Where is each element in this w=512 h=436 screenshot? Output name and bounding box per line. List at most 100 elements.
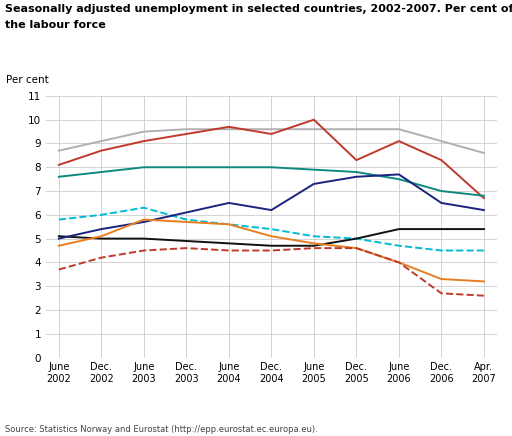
United Kingdom xyxy=(438,226,444,232)
Denmark xyxy=(311,241,317,246)
Germany xyxy=(141,139,147,144)
France xyxy=(98,139,104,144)
Norway xyxy=(226,248,232,253)
Norway xyxy=(311,245,317,251)
Sweden xyxy=(183,210,189,215)
EU15 xyxy=(481,193,487,198)
United Kingdom xyxy=(481,226,487,232)
United Kingdom xyxy=(268,243,274,249)
Line: Sweden: Sweden xyxy=(59,174,484,238)
EU15 xyxy=(438,188,444,194)
Sweden xyxy=(98,226,104,232)
EU15 xyxy=(56,174,62,179)
EU15 xyxy=(311,167,317,172)
United Kingdom xyxy=(226,241,232,246)
Germany xyxy=(481,196,487,201)
Denmark xyxy=(481,279,487,284)
Denmark xyxy=(183,219,189,225)
United Kingdom xyxy=(353,236,359,241)
Denmark xyxy=(353,245,359,251)
United Kingdom xyxy=(311,243,317,249)
USA xyxy=(311,234,317,239)
Denmark xyxy=(438,276,444,282)
USA xyxy=(183,217,189,222)
Germany xyxy=(311,117,317,123)
Text: Source: Statistics Norway and Eurostat (http://epp.eurostat.ec.europa.eu).: Source: Statistics Norway and Eurostat (… xyxy=(5,425,318,434)
Germany xyxy=(183,131,189,136)
Germany xyxy=(396,139,402,144)
Norway xyxy=(268,248,274,253)
Norway xyxy=(353,245,359,251)
France xyxy=(268,126,274,132)
United Kingdom xyxy=(141,236,147,241)
France xyxy=(353,126,359,132)
EU15 xyxy=(226,165,232,170)
Text: Seasonally adjusted unemployment in selected countries, 2002-2007. Per cent of: Seasonally adjusted unemployment in sele… xyxy=(5,4,512,14)
Germany xyxy=(353,157,359,163)
EU15 xyxy=(98,170,104,175)
Sweden xyxy=(141,219,147,225)
Line: USA: USA xyxy=(59,208,484,251)
USA xyxy=(481,248,487,253)
Norway xyxy=(56,267,62,272)
Sweden xyxy=(226,200,232,205)
EU15 xyxy=(268,165,274,170)
Norway xyxy=(183,245,189,251)
France xyxy=(56,148,62,153)
France xyxy=(141,129,147,134)
USA xyxy=(56,217,62,222)
Germany xyxy=(98,148,104,153)
USA xyxy=(141,205,147,210)
Norway xyxy=(396,260,402,265)
Text: the labour force: the labour force xyxy=(5,20,106,30)
France xyxy=(183,126,189,132)
France xyxy=(226,126,232,132)
Denmark xyxy=(226,222,232,227)
France xyxy=(481,150,487,156)
Norway xyxy=(481,293,487,298)
EU15 xyxy=(353,170,359,175)
Denmark xyxy=(268,234,274,239)
France xyxy=(438,139,444,144)
Denmark xyxy=(98,234,104,239)
EU15 xyxy=(141,165,147,170)
Line: Norway: Norway xyxy=(59,248,484,296)
USA xyxy=(396,243,402,249)
Sweden xyxy=(396,172,402,177)
Line: EU15: EU15 xyxy=(59,167,484,196)
Sweden xyxy=(268,208,274,213)
USA xyxy=(226,222,232,227)
Germany xyxy=(268,131,274,136)
USA xyxy=(268,226,274,232)
Line: Denmark: Denmark xyxy=(59,220,484,281)
Norway xyxy=(98,255,104,260)
United Kingdom xyxy=(396,226,402,232)
Denmark xyxy=(141,217,147,222)
EU15 xyxy=(396,177,402,182)
Norway xyxy=(438,291,444,296)
Text: Per cent: Per cent xyxy=(6,75,48,85)
USA xyxy=(353,236,359,241)
France xyxy=(396,126,402,132)
Norway xyxy=(141,248,147,253)
Sweden xyxy=(311,181,317,187)
Denmark xyxy=(396,260,402,265)
Germany xyxy=(56,162,62,167)
Denmark xyxy=(56,243,62,249)
United Kingdom xyxy=(183,238,189,244)
Line: Germany: Germany xyxy=(59,120,484,198)
Sweden xyxy=(481,208,487,213)
United Kingdom xyxy=(56,234,62,239)
Germany xyxy=(226,124,232,129)
Line: United Kingdom: United Kingdom xyxy=(59,229,484,246)
Germany xyxy=(438,157,444,163)
France xyxy=(311,126,317,132)
USA xyxy=(98,212,104,218)
Sweden xyxy=(353,174,359,179)
EU15 xyxy=(183,165,189,170)
USA xyxy=(438,248,444,253)
Sweden xyxy=(438,200,444,205)
Line: France: France xyxy=(59,129,484,153)
United Kingdom xyxy=(98,236,104,241)
Sweden xyxy=(56,236,62,241)
